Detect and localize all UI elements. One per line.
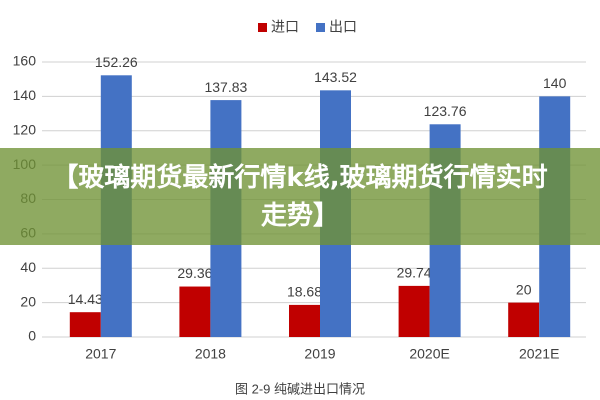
value-label: 143.52 xyxy=(314,69,357,85)
value-label: 20 xyxy=(516,281,532,297)
value-label: 123.76 xyxy=(424,103,467,119)
legend-swatch xyxy=(258,23,267,32)
legend-label: 出口 xyxy=(329,19,357,35)
value-label: 152.26 xyxy=(95,54,138,70)
x-tick-label: 2018 xyxy=(195,346,226,362)
bar xyxy=(289,304,320,337)
value-label: 29.36 xyxy=(177,265,212,281)
x-tick-label: 2021E xyxy=(519,346,559,362)
y-tick-label: 0 xyxy=(28,328,36,344)
y-tick-label: 160 xyxy=(13,53,37,69)
value-label: 137.83 xyxy=(204,79,247,95)
y-tick-label: 120 xyxy=(13,121,37,137)
y-tick-label: 140 xyxy=(13,87,37,103)
y-tick-label: 20 xyxy=(20,293,36,309)
banner: 【玻璃期货最新行情k线,玻璃期货行情实时走势】 xyxy=(0,148,600,245)
bar xyxy=(179,286,211,337)
x-tick-label: 2017 xyxy=(85,346,116,362)
bar xyxy=(398,285,430,337)
legend-label: 进口 xyxy=(271,19,299,35)
bar xyxy=(508,302,540,337)
y-tick-label: 40 xyxy=(20,259,36,275)
value-label: 29.74 xyxy=(397,265,432,281)
x-tick-label: 2019 xyxy=(304,346,335,362)
legend-swatch xyxy=(316,23,325,32)
value-label: 18.68 xyxy=(287,284,322,300)
value-label: 140 xyxy=(543,75,567,91)
chart-caption: 图 2-9 纯碱进出口情况 xyxy=(235,381,365,396)
value-label: 14.43 xyxy=(68,291,103,307)
bar xyxy=(69,312,101,337)
x-tick-label: 2020E xyxy=(409,346,449,362)
banner-text: 【玻璃期货最新行情k线,玻璃期货行情实时走势】 xyxy=(52,162,548,231)
